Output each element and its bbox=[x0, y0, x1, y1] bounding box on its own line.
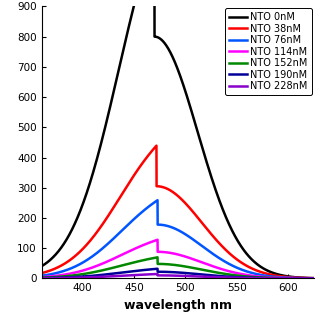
NTO 228nM bbox=[312, 276, 316, 280]
NTO 38nM bbox=[254, 268, 258, 272]
Line: NTO 76nM: NTO 76nM bbox=[42, 200, 314, 278]
NTO 190nM bbox=[172, 270, 176, 274]
Legend: NTO 0nM, NTO 38nM, NTO 76nM, NTO 114nM, NTO 152nM, NTO 190nM, NTO 228nM: NTO 0nM, NTO 38nM, NTO 76nM, NTO 114nM, … bbox=[225, 8, 312, 95]
NTO 190nM bbox=[312, 276, 316, 280]
NTO 76nM bbox=[172, 226, 176, 230]
NTO 152nM bbox=[40, 276, 44, 280]
NTO 38nM bbox=[165, 187, 169, 190]
NTO 0nM bbox=[312, 276, 316, 280]
Line: NTO 38nM: NTO 38nM bbox=[42, 146, 314, 278]
NTO 190nM bbox=[304, 276, 308, 280]
NTO 76nM bbox=[304, 276, 308, 280]
NTO 38nM bbox=[304, 276, 308, 280]
NTO 152nM bbox=[165, 262, 169, 266]
NTO 228nM bbox=[254, 276, 258, 280]
NTO 228nM bbox=[40, 276, 44, 280]
NTO 76nM bbox=[304, 276, 308, 280]
NTO 190nM bbox=[165, 270, 169, 274]
NTO 228nM bbox=[304, 276, 308, 280]
NTO 228nM bbox=[156, 272, 159, 276]
NTO 114nM bbox=[304, 276, 308, 280]
NTO 38nM bbox=[155, 144, 158, 148]
NTO 76nM bbox=[312, 276, 316, 280]
NTO 228nM bbox=[304, 276, 308, 280]
NTO 0nM bbox=[304, 276, 308, 280]
Line: NTO 152nM: NTO 152nM bbox=[42, 257, 314, 278]
NTO 152nM bbox=[156, 255, 159, 259]
X-axis label: wavelength nm: wavelength nm bbox=[124, 299, 232, 312]
NTO 0nM bbox=[304, 276, 308, 280]
NTO 228nM bbox=[53, 276, 57, 280]
NTO 114nM bbox=[254, 274, 258, 278]
Line: NTO 190nM: NTO 190nM bbox=[42, 269, 314, 278]
NTO 114nM bbox=[40, 275, 44, 279]
NTO 190nM bbox=[40, 276, 44, 280]
NTO 152nM bbox=[53, 275, 57, 279]
NTO 0nM bbox=[40, 264, 44, 268]
NTO 38nM bbox=[304, 276, 308, 280]
NTO 152nM bbox=[304, 276, 308, 280]
NTO 76nM bbox=[53, 271, 57, 275]
NTO 190nM bbox=[53, 276, 57, 280]
NTO 190nM bbox=[304, 276, 308, 280]
NTO 76nM bbox=[40, 274, 44, 278]
NTO 38nM bbox=[53, 267, 57, 270]
NTO 152nM bbox=[304, 276, 308, 280]
NTO 152nM bbox=[312, 276, 316, 280]
NTO 0nM bbox=[172, 58, 176, 62]
NTO 38nM bbox=[40, 271, 44, 275]
NTO 228nM bbox=[172, 274, 176, 277]
NTO 152nM bbox=[172, 263, 176, 267]
NTO 228nM bbox=[165, 274, 169, 277]
NTO 114nM bbox=[312, 276, 316, 280]
NTO 114nM bbox=[53, 274, 57, 278]
NTO 0nM bbox=[53, 253, 57, 257]
NTO 114nM bbox=[165, 251, 169, 254]
NTO 76nM bbox=[254, 272, 258, 276]
NTO 152nM bbox=[254, 275, 258, 279]
NTO 190nM bbox=[254, 276, 258, 280]
NTO 38nM bbox=[172, 191, 176, 195]
Line: NTO 0nM: NTO 0nM bbox=[42, 0, 314, 278]
NTO 114nM bbox=[172, 252, 176, 255]
NTO 0nM bbox=[254, 261, 258, 265]
NTO 38nM bbox=[312, 276, 316, 280]
Line: NTO 228nM: NTO 228nM bbox=[42, 274, 314, 278]
NTO 0nM bbox=[165, 44, 169, 48]
NTO 190nM bbox=[156, 267, 159, 271]
NTO 114nM bbox=[304, 276, 308, 280]
Line: NTO 114nM: NTO 114nM bbox=[42, 240, 314, 278]
NTO 114nM bbox=[156, 238, 159, 242]
NTO 76nM bbox=[165, 224, 169, 228]
NTO 76nM bbox=[156, 198, 159, 202]
